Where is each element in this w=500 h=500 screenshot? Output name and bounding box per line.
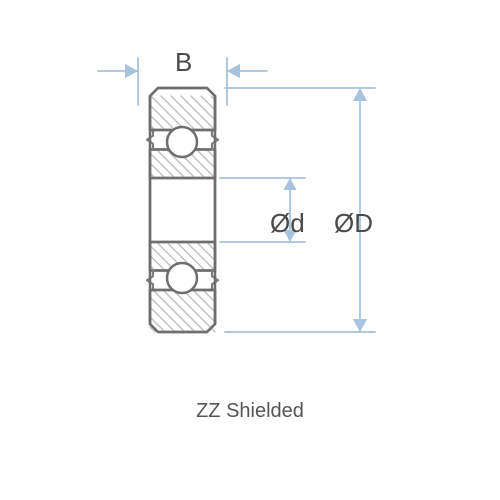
svg-text:Ød: Ød [270, 208, 305, 238]
diagram-caption: ZZ Shielded [0, 400, 500, 423]
svg-text:B: B [175, 47, 192, 77]
svg-text:ØD: ØD [334, 208, 373, 238]
bearing-cross-section-diagram: B ØD Ød [40, 30, 460, 390]
diagram-stage: B ØD Ød ZZ Shielded [0, 0, 500, 500]
